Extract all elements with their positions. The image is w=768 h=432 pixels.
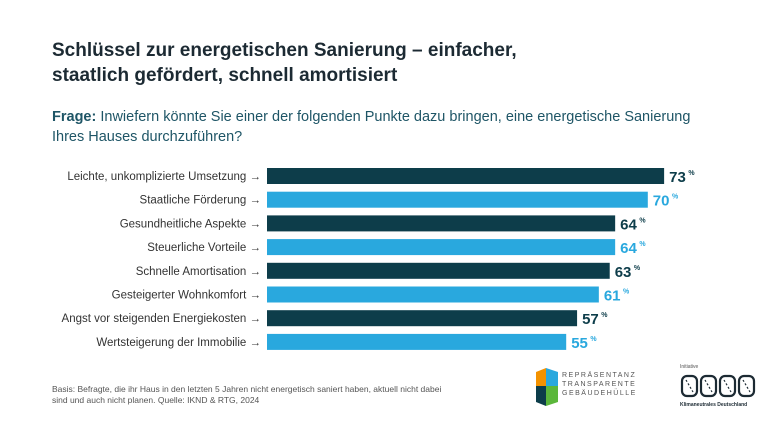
- category-label: Schnelle Amortisation →: [136, 266, 261, 278]
- bar: [267, 239, 616, 256]
- data-label: 64: [620, 240, 637, 257]
- category-label: Steuerliche Vorteile →: [147, 242, 261, 254]
- unit-label: %: [634, 265, 641, 272]
- unit-label: %: [590, 336, 597, 343]
- bar: [267, 286, 599, 303]
- title-line-2: staatlich gefördert, schnell amortisiert: [52, 65, 398, 86]
- category-label: Angst vor steigenden Energiekosten →: [62, 313, 261, 325]
- bar: [267, 262, 610, 279]
- repraesentanz-logo-mark: [536, 368, 558, 406]
- title-line-1: Schlüssel zur energetischen Sanierung – …: [52, 40, 517, 61]
- footnote: Basis: Befragte, die ihr Haus in den let…: [52, 384, 442, 405]
- question-text: Inwiefern könnte Sie einer der folgenden…: [52, 109, 691, 145]
- question-label: Frage:: [52, 109, 97, 125]
- data-label: 57: [582, 311, 599, 328]
- data-label: 61: [604, 288, 621, 305]
- logo-text-line: REPRÄSENTANZ: [562, 372, 637, 379]
- repraesentanz-logo-text: REPRÄSENTANZ TRANSPARENTE GEBÄUDEHÜLLE: [562, 371, 637, 398]
- initiative-logo-top-text: Initiative: [680, 364, 699, 370]
- chart-title: Schlüssel zur energetischen Sanierung – …: [52, 38, 712, 88]
- initiative-logo-bottom-text: Klimaneutrales Deutschland: [680, 402, 748, 408]
- category-label: Gesundheitliche Aspekte →: [120, 218, 261, 230]
- data-label: 64: [620, 216, 637, 233]
- initiative-logo: Initiative Klimaneutrales Deutschland: [680, 364, 760, 414]
- unit-label: %: [672, 194, 679, 201]
- logo-text-line: TRANSPARENTE: [562, 381, 637, 388]
- bar: [267, 215, 616, 232]
- unit-label: %: [639, 217, 646, 224]
- bar: [267, 191, 648, 208]
- bar: [267, 310, 578, 327]
- bar: [267, 333, 567, 350]
- unit-label: %: [688, 170, 695, 177]
- unit-label: %: [639, 241, 646, 248]
- logo-text-line: GEBÄUDEHÜLLE: [562, 390, 637, 397]
- category-label: Wertsteigerung der Immobilie →: [96, 337, 261, 349]
- data-label: 63: [615, 264, 632, 281]
- bar: [267, 168, 665, 184]
- data-label: 70: [653, 193, 670, 210]
- category-label: Gesteigerter Wohnkomfort →: [112, 290, 261, 302]
- category-label: Leichte, unkomplizierte Umsetzung →: [67, 171, 261, 183]
- unit-label: %: [601, 312, 608, 319]
- data-label: 73: [669, 169, 686, 186]
- survey-question: Frage: Inwiefern könnte Sie einer der fo…: [52, 107, 712, 147]
- category-label: Staatliche Förderung →: [140, 195, 261, 207]
- initiative-logo-mark: [680, 374, 756, 398]
- data-label: 55: [571, 335, 588, 352]
- repraesentanz-logo: REPRÄSENTANZ TRANSPARENTE GEBÄUDEHÜLLE: [534, 366, 676, 412]
- unit-label: %: [623, 289, 630, 296]
